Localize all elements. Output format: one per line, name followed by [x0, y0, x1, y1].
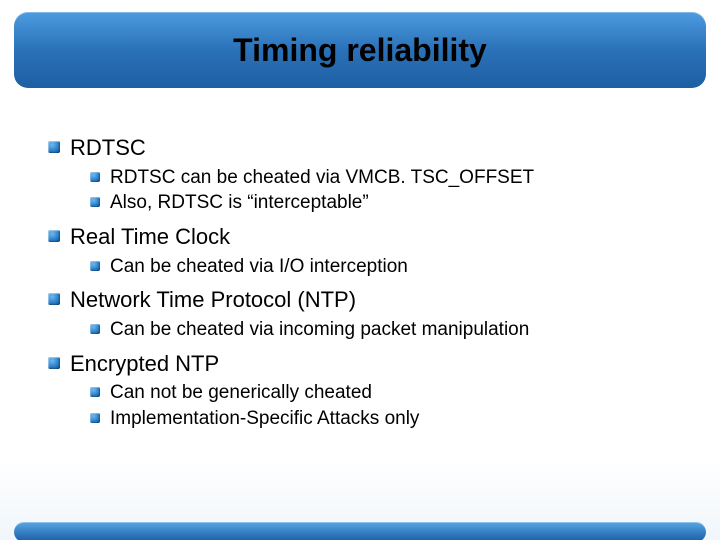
bullet-list: RDTSC RDTSC can be cheated via VMCB. TSC… [48, 134, 700, 431]
list-item: RDTSC RDTSC can be cheated via VMCB. TSC… [48, 134, 700, 215]
bullet-icon [90, 261, 100, 271]
bullet-icon [48, 293, 60, 305]
sub-list: Can be cheated via incoming packet manip… [48, 318, 700, 342]
item-label: Also, RDTSC is “interceptable” [110, 191, 369, 215]
slide-title: Timing reliability [233, 32, 487, 69]
item-label: Can not be generically cheated [110, 381, 372, 405]
sub-list: Can not be generically cheated Implement… [48, 381, 700, 431]
item-label: RDTSC can be cheated via VMCB. TSC_OFFSE… [110, 166, 534, 190]
bullet-icon [48, 230, 60, 242]
slide-content: RDTSC RDTSC can be cheated via VMCB. TSC… [0, 88, 720, 431]
list-item: Can be cheated via incoming packet manip… [90, 318, 700, 342]
item-label: Network Time Protocol (NTP) [70, 286, 356, 314]
title-bar: Timing reliability [14, 12, 706, 88]
footer-bar [14, 522, 706, 540]
item-label: RDTSC [70, 134, 146, 162]
sub-list: Can be cheated via I/O interception [48, 255, 700, 279]
item-label: Implementation-Specific Attacks only [110, 407, 419, 431]
list-item: Can not be generically cheated [90, 381, 700, 405]
item-label: Can be cheated via incoming packet manip… [110, 318, 529, 342]
list-item: Network Time Protocol (NTP) Can be cheat… [48, 286, 700, 341]
list-item: Can be cheated via I/O interception [90, 255, 700, 279]
item-label: Encrypted NTP [70, 350, 219, 378]
bullet-icon [90, 172, 100, 182]
bullet-icon [90, 387, 100, 397]
sub-list: RDTSC can be cheated via VMCB. TSC_OFFSE… [48, 166, 700, 216]
list-item: Real Time Clock Can be cheated via I/O i… [48, 223, 700, 278]
item-label: Can be cheated via I/O interception [110, 255, 408, 279]
list-item: Also, RDTSC is “interceptable” [90, 191, 700, 215]
item-label: Real Time Clock [70, 223, 230, 251]
list-item: Encrypted NTP Can not be generically che… [48, 350, 700, 431]
list-item: RDTSC can be cheated via VMCB. TSC_OFFSE… [90, 166, 700, 190]
bullet-icon [90, 197, 100, 207]
bullet-icon [90, 413, 100, 423]
bullet-icon [48, 141, 60, 153]
bullet-icon [48, 357, 60, 369]
list-item: Implementation-Specific Attacks only [90, 407, 700, 431]
bullet-icon [90, 324, 100, 334]
